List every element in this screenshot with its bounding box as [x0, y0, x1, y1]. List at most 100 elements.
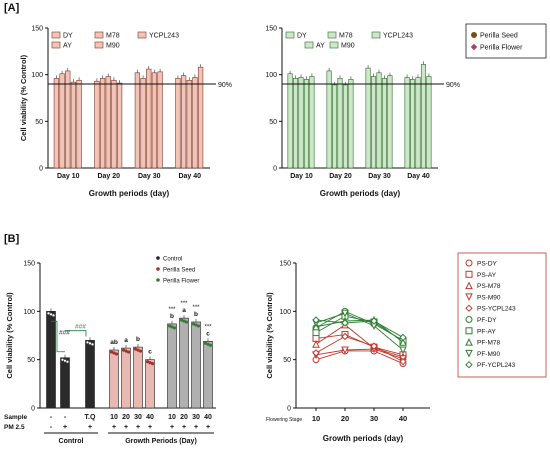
B-right-point [312, 349, 320, 357]
A-left-bar [59, 73, 65, 169]
B-left-sig-bracket [51, 320, 65, 353]
B-right-point [399, 346, 407, 355]
A-right-legend-label: AY [316, 43, 325, 50]
B-left-letter-label: c [206, 330, 210, 337]
a-legend-marker [470, 43, 478, 51]
A-right-bar [337, 78, 343, 169]
B-right-x-tick-label: 20 [341, 414, 349, 423]
B-right-legend-marker [465, 349, 473, 358]
A-right-bar [332, 84, 338, 169]
B-left-pm-label: + [170, 424, 174, 431]
B-left-bar [179, 317, 189, 409]
A-left-bar [116, 82, 123, 169]
B-left-sample-label: 20 [180, 414, 188, 421]
B-left-bar [60, 357, 70, 409]
B-left-sig-label: ### [59, 330, 70, 337]
B-left-sig-bracket [65, 330, 87, 337]
B-left-pm-label: + [206, 424, 210, 431]
B-left-x-label: Growth Periods (Day) [125, 438, 197, 445]
A-right-bar [415, 77, 421, 169]
B-left-sample-label: T.Q [85, 414, 96, 421]
B-right-legend-marker [465, 281, 473, 290]
A-right-legend-swatch [285, 31, 295, 39]
B-right-y-label: Cell viability (% Control) [265, 292, 274, 379]
B-left-y-tick-label: 150 [23, 261, 35, 268]
A-left-bar [94, 80, 100, 169]
a-legend-box [465, 23, 547, 59]
B-left-pm-label: + [136, 424, 140, 431]
B-left-bar [203, 340, 213, 409]
A-left-bar [151, 72, 158, 169]
B-left-row-label: Sample [4, 414, 28, 421]
A-left-legend-swatch [94, 31, 104, 39]
A-right-bar [303, 79, 309, 169]
B-right-legend-label: PS-AY [477, 272, 497, 279]
A-right-bar [293, 78, 299, 169]
A-right-category-label: Day 10 [290, 173, 313, 180]
B-left-y-label: Cell viability (% Control) [5, 292, 14, 379]
B-left-dot [90, 342, 95, 346]
B-right-legend-label: PS-DY [477, 261, 498, 268]
B-left-pm-label: + [124, 424, 128, 431]
B-right-x-tick-label: 30 [370, 414, 378, 423]
B-right-series-line [315, 348, 404, 360]
B-right-point [312, 329, 320, 337]
A-left-category-label: Day 40 [178, 173, 201, 180]
B-left-row-label: PM 2.5 [4, 424, 25, 431]
A-right-legend-swatch [304, 41, 314, 49]
A-right-y-tick-label: 50 [269, 119, 277, 126]
B-left-letter-label: b [194, 311, 198, 318]
B-right-y-tick-label: 50 [283, 357, 291, 364]
B-left-sample-label: 10 [168, 414, 176, 421]
B-right-legend-marker [465, 304, 473, 312]
B-right-x-label: Growth periods (day) [323, 434, 404, 443]
A-right-bar [365, 67, 371, 169]
A-right-bar [387, 75, 393, 169]
B-right-point [341, 319, 349, 327]
B-right-point [312, 340, 320, 348]
B-right-x-prefix-label: Flowering Stage [266, 417, 302, 423]
B-left-bar [85, 340, 95, 409]
A-left-legend-swatch [94, 41, 104, 49]
A-right-category-label: Day 20 [329, 173, 352, 180]
B-left-legend-label: Perilla Flower [163, 279, 199, 285]
B-right-point [341, 332, 349, 341]
A-left-bar [99, 78, 106, 169]
B-right-legend-box [457, 252, 547, 378]
B-right-point [399, 357, 407, 366]
B-right-point [370, 342, 378, 350]
A-right-legend-label: M90 [341, 43, 355, 50]
B-left-stars-label: *** [180, 301, 188, 307]
B-left-y-tick-label: 50 [27, 357, 35, 364]
A-right-x-label: Growth periods (day) [320, 189, 401, 198]
B-right-legend-marker [465, 360, 473, 369]
B-left-pm-label: + [63, 424, 67, 431]
B-left-pm-label: + [88, 424, 92, 431]
A-right-bar [376, 72, 382, 169]
B-left-bar [167, 323, 177, 409]
B-left-legend-marker [156, 256, 160, 260]
B-right-x-tick-label: 40 [399, 414, 407, 423]
A-right-legend-label: DY [297, 33, 307, 40]
A-right-legend-swatch [329, 41, 339, 49]
B-right-point [399, 338, 407, 346]
B-left-dot [138, 349, 143, 353]
A-left-bar [134, 72, 141, 169]
B-left-letter-label: a [182, 307, 186, 314]
B-left-bar [109, 349, 119, 409]
A-right-bar [404, 77, 410, 169]
panel-label-b: [B] [4, 233, 20, 245]
B-right-legend-label: PS-YCPL243 [477, 306, 516, 313]
B-right-series-line [315, 319, 404, 343]
A-left-bar [140, 78, 146, 169]
B-left-pm-label: - [50, 424, 53, 431]
A-left-bar [186, 79, 192, 169]
B-left-sample-label: 30 [192, 414, 200, 421]
A-left-legend-label: AY [63, 43, 72, 50]
A-left-y-tick-label: 0 [39, 166, 43, 173]
A-right-bar [348, 79, 354, 169]
B-left-dot [150, 362, 155, 366]
a-legend-label: Perilla Flower [480, 45, 523, 52]
B-right-legend-label: PF-DY [477, 317, 497, 324]
